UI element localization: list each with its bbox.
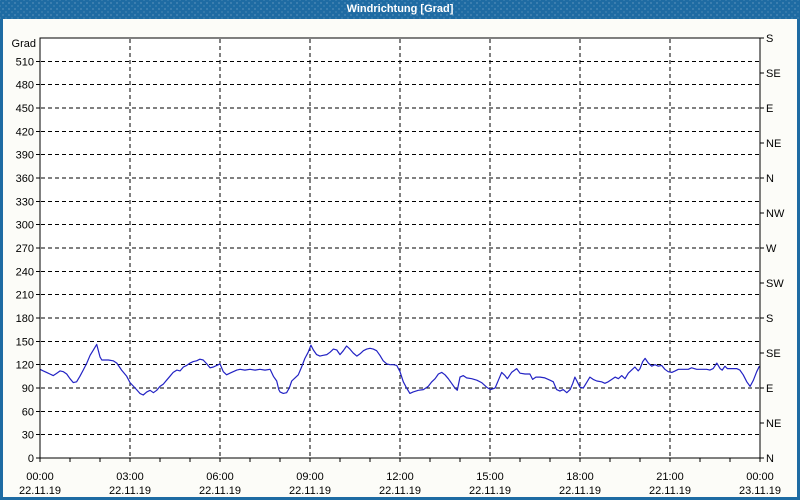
x-axis-time-label: 18:00	[566, 471, 594, 483]
y-axis-tick-label: 420	[16, 126, 34, 138]
x-axis-time-label: 00:00	[746, 471, 774, 483]
x-axis-date-label: 22.11.19	[109, 485, 151, 497]
y-axis-tick-label: 360	[16, 173, 34, 185]
x-axis-date-label: 22.11.19	[379, 485, 421, 497]
compass-tick-label: N	[766, 453, 774, 465]
titlebar: Windrichtung [Grad]	[0, 0, 800, 19]
y-axis-tick-label: 30	[22, 430, 34, 442]
compass-tick-label: NE	[766, 418, 781, 430]
compass-tick-label: NW	[766, 208, 785, 220]
compass-tick-label: S	[766, 33, 773, 45]
x-axis-date-label: 22.11.19	[469, 485, 511, 497]
y-axis-tick-label: 330	[16, 196, 34, 208]
gridlines	[41, 39, 759, 457]
y-axis-tick-label: 510	[16, 56, 34, 68]
compass-tick-label: S	[766, 313, 773, 325]
compass-tick-label: W	[766, 243, 777, 255]
x-axis-date-label: 22.11.19	[289, 485, 331, 497]
y-axis-tick-label: 390	[16, 150, 34, 162]
compass-tick-label: E	[766, 103, 773, 115]
y-axis-tick-label: 90	[22, 383, 34, 395]
compass-tick-label: NE	[766, 138, 781, 150]
x-axis-date-label: 22.11.19	[649, 485, 691, 497]
y-axis-tick-label: 480	[16, 80, 34, 92]
wind-direction-line	[39, 343, 760, 396]
axis-ticks	[36, 37, 764, 462]
x-axis-time-label: 21:00	[656, 471, 684, 483]
y-axis-tick-label: 120	[16, 360, 34, 372]
y-axis-tick-label: 450	[16, 103, 34, 115]
y-axis-tick-label: 300	[16, 220, 34, 232]
x-axis-time-label: 06:00	[206, 471, 234, 483]
chart-region: Grad 510 480 450 420 390 360 330 300 270 240 210 180…	[3, 19, 797, 497]
y-axis-tick-label: 270	[16, 243, 34, 255]
x-axis-time-label: 15:00	[476, 471, 504, 483]
axis-labels: Grad510480450420390360330300270240210180…	[12, 33, 785, 497]
x-axis-date-label: 22.11.19	[199, 485, 241, 497]
y-axis-tick-label: 60	[22, 406, 34, 418]
y-axis-tick-label: 150	[16, 336, 34, 348]
y-axis-unit-label: Grad	[12, 38, 36, 50]
x-axis-date-label: 22.11.19	[19, 485, 61, 497]
y-axis-tick-label: 0	[28, 453, 34, 465]
y-axis-tick-label: 240	[16, 266, 34, 278]
x-axis-time-label: 00:00	[26, 471, 54, 483]
compass-tick-label: E	[766, 383, 773, 395]
page-title: Windrichtung [Grad]	[346, 3, 454, 15]
x-axis-date-label: 23.11.19	[739, 485, 781, 497]
x-axis-time-label: 03:00	[116, 471, 144, 483]
compass-tick-label: SW	[766, 278, 784, 290]
compass-tick-label: N	[766, 173, 774, 185]
y-axis-tick-label: 210	[16, 290, 34, 302]
x-axis-time-label: 12:00	[386, 471, 414, 483]
compass-tick-label: SE	[766, 68, 781, 80]
x-axis-date-label: 22.11.19	[559, 485, 601, 497]
x-axis-time-label: 09:00	[296, 471, 324, 483]
wind-direction-chart: Grad510480450420390360330300270240210180…	[12, 33, 785, 497]
y-axis-tick-label: 180	[16, 313, 34, 325]
compass-tick-label: SE	[766, 348, 781, 360]
